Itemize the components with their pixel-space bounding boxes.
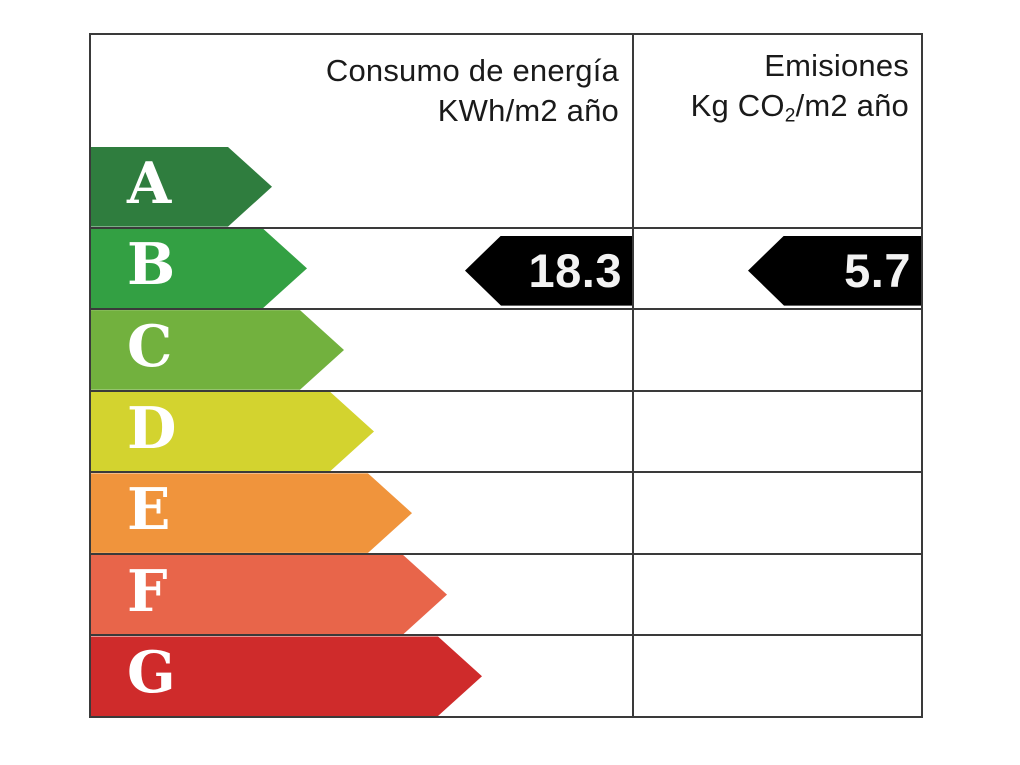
rating-band-arrow-a	[91, 147, 272, 227]
rating-row-g: G	[91, 634, 921, 717]
rating-band-arrow-e	[91, 473, 412, 553]
rating-row-f: F	[91, 552, 921, 635]
rating-band-arrow-c	[91, 310, 344, 390]
energy-label-table: Consumo de energía KWh/m2 año Emisiones …	[89, 33, 923, 718]
consumption-header-line1: Consumo de energía	[325, 53, 619, 88]
consumption-header-line2: KWh/m2 año	[437, 93, 619, 128]
rating-letter-a: A	[127, 149, 173, 217]
emissions-header-units: /m2 año	[795, 87, 909, 123]
rating-row-b: B 18.3 5.7	[91, 226, 921, 309]
rating-band-arrow-g	[91, 636, 482, 716]
emissions-header-subscript: 2	[784, 105, 796, 127]
emissions-header-line1: Emisiones	[764, 47, 909, 83]
rating-row-e: E	[91, 471, 921, 553]
rating-band-arrow-b	[91, 229, 307, 309]
emissions-value: 5.7	[844, 244, 911, 298]
emissions-value-arrow: 5.7	[748, 235, 921, 306]
consumption-column-header: Consumo de energía KWh/m2 año	[91, 35, 634, 147]
rating-letter-g: G	[127, 639, 177, 707]
table-header-row: Consumo de energía KWh/m2 año Emisiones …	[91, 35, 921, 147]
emissions-header-co: Kg CO	[690, 87, 785, 123]
rating-letter-e: E	[127, 476, 172, 544]
consumption-value: 18.3	[528, 244, 622, 298]
rating-letter-b: B	[127, 231, 177, 299]
rating-band-arrow-f	[91, 555, 447, 635]
consumption-value-arrow: 18.3	[465, 235, 632, 306]
rating-letter-c: C	[127, 313, 174, 381]
emissions-column-header: Emisiones Kg CO2/m2 año	[634, 35, 921, 147]
rating-row-d: D	[91, 389, 921, 472]
rating-letter-f: F	[127, 557, 169, 625]
rating-letter-d: D	[127, 394, 178, 462]
rating-band-arrow-d	[91, 392, 374, 472]
rating-row-a: A	[91, 147, 921, 227]
column-divider-line	[632, 35, 634, 716]
rating-rows: A B 18.3 5.7 C D	[91, 147, 921, 717]
rating-row-c: C	[91, 308, 921, 390]
emissions-header-line2: Kg CO2/m2 año	[691, 86, 909, 136]
